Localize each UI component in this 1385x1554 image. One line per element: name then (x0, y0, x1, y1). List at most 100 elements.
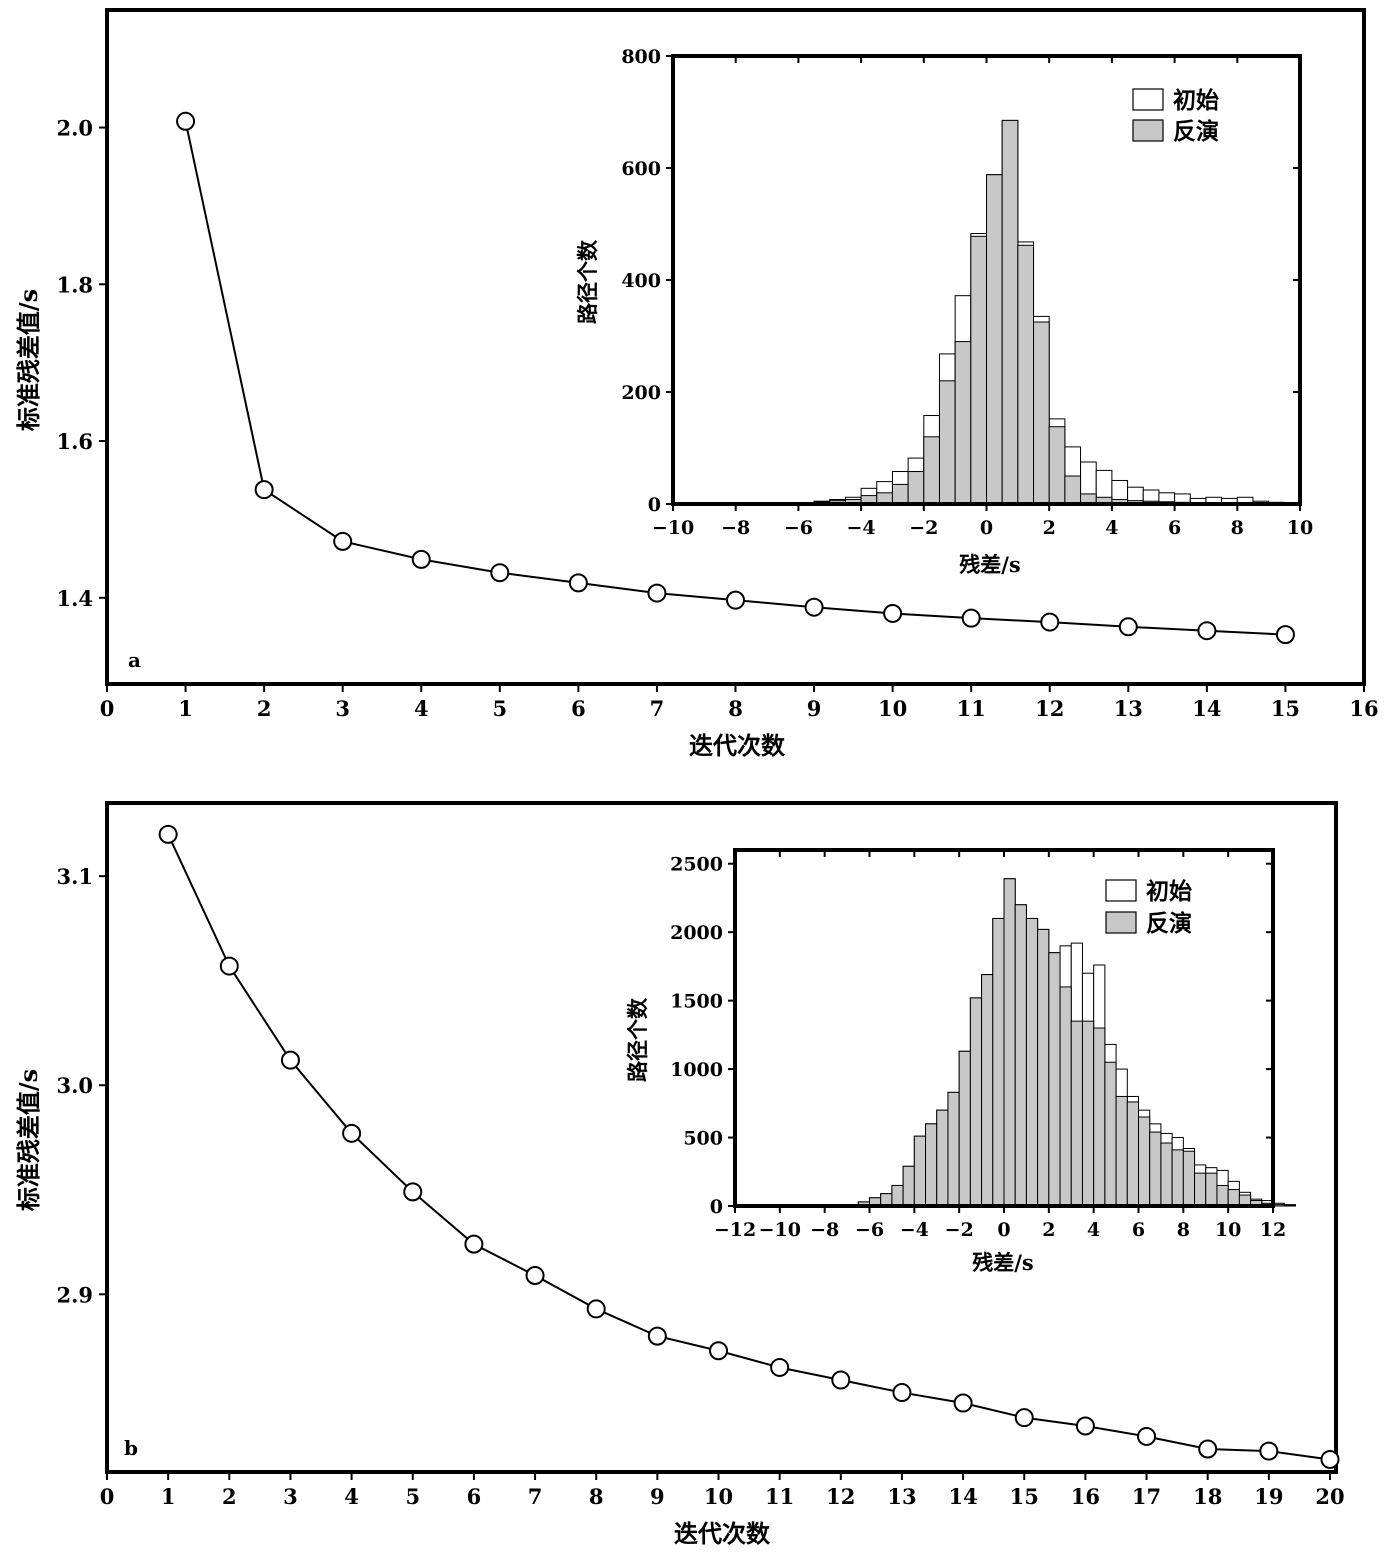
legend-label-inverted: 反演 (1173, 118, 1219, 145)
inset-x-tick-label: −2 (909, 517, 938, 539)
data-point (158, 824, 178, 844)
x-tick-label: 10 (878, 696, 907, 721)
bar-inverted (1194, 1172, 1207, 1207)
panel-b-label: b (124, 1436, 138, 1460)
bar-inverted (1081, 1020, 1095, 1207)
inset-y-tick-label: 0 (710, 1196, 723, 1218)
x-tick-label: 8 (589, 1484, 604, 1509)
inset-y-tick-label: 1000 (670, 1059, 723, 1081)
x-tick-label: 17 (1132, 1484, 1161, 1509)
x-tick-label: 14 (948, 1484, 977, 1509)
inset-x-tick-label: 10 (1215, 1219, 1241, 1241)
data-point (525, 1265, 545, 1285)
data-point (586, 1299, 606, 1319)
bar-inverted (1003, 878, 1016, 1207)
x-tick-label: 4 (414, 696, 429, 721)
x-tick-label: 5 (493, 696, 508, 721)
x-tick-label: 7 (528, 1484, 543, 1509)
inset-a-xticks: −10 −8 −6 −4 −2 0 2 4 6 8 10 (652, 56, 1313, 539)
inset-x-tick-label: −6 (784, 517, 813, 539)
bar-inverted (923, 436, 940, 505)
panel-a-inset: −10 −8 −6 −4 −2 0 2 4 6 8 10 0 200 400 600 800 残差/s 路径… (575, 46, 1313, 577)
data-point (831, 1370, 851, 1390)
inset-b-xlabel: 残差/s (972, 1250, 1034, 1275)
inset-b-ylabel: 路径个数 (625, 997, 650, 1082)
panel-b-xticks: 0 1 2 3 4 5 6 7 8 9 10 11 12 13 14 15 16 17 18 19 20 (100, 1472, 1345, 1509)
panel-b: 0 1 2 3 4 5 6 7 8 9 10 11 12 13 14 15 16 17 18 19 20 2.93.03… (14, 801, 1345, 1548)
x-tick-label: 15 (1271, 696, 1300, 721)
bar-inverted (1171, 1149, 1184, 1207)
inset-b-yticks: 0 500 1000 1500 2000 2500 (670, 854, 1273, 1218)
inset-y-tick-label: 600 (621, 158, 661, 180)
inset-x-tick-label: −12 (714, 1219, 756, 1241)
inset-a-xlabel: 残差/s (959, 552, 1021, 577)
data-point (647, 583, 667, 603)
bar-inverted (1025, 917, 1039, 1207)
x-tick-label: 4 (344, 1484, 359, 1509)
data-point (1014, 1408, 1034, 1428)
inset-x-tick-label: −4 (847, 517, 876, 539)
inset-x-tick-label: 8 (1231, 517, 1244, 539)
inset-x-tick-label: −2 (945, 1219, 974, 1241)
x-tick-label: 16 (1349, 696, 1378, 721)
y-tick-label: 2.0 (56, 116, 93, 141)
bar-inverted (981, 974, 994, 1207)
bar-inverted (1216, 1184, 1229, 1207)
bar-inverted (1017, 244, 1035, 505)
bar-inverted (891, 1184, 904, 1207)
x-tick-label: 7 (650, 696, 665, 721)
data-point (804, 597, 824, 617)
panel-a-label: a (128, 648, 141, 672)
inset-x-tick-label: −10 (652, 517, 694, 539)
inset-y-tick-label: 500 (683, 1128, 723, 1150)
panel-a-xticks: 0 1 2 3 4 5 6 7 8 9 10 11 12 13 14 15 16 (100, 684, 1379, 721)
x-tick-label: 2 (257, 696, 272, 721)
y-tick-label: 3.0 (56, 1073, 93, 1098)
data-point (892, 1383, 912, 1403)
bar-inverted (1115, 1095, 1128, 1207)
bar-inverted (913, 1135, 927, 1207)
inset-a-legend: 初始 反演 (1132, 87, 1219, 145)
bar-inverted (1160, 1142, 1173, 1207)
x-tick-label: 15 (1010, 1484, 1039, 1509)
y-tick-label: 3.1 (56, 864, 93, 889)
x-tick-label: 0 (100, 1484, 115, 1509)
data-point (1075, 1416, 1095, 1436)
bar-inverted (1093, 1027, 1106, 1207)
data-point (961, 608, 981, 628)
data-point (342, 1123, 362, 1143)
bar-inverted (1205, 1172, 1218, 1207)
data-point (1137, 1426, 1157, 1446)
inset-x-tick-label: 10 (1287, 517, 1313, 539)
bar-inverted (1070, 1020, 1083, 1207)
x-tick-label: 3 (335, 696, 350, 721)
bar-inverted (958, 1050, 971, 1207)
bar-inverted (1033, 321, 1050, 505)
inset-x-tick-label: 8 (1177, 1219, 1190, 1241)
data-point (280, 1050, 300, 1070)
bar-inverted (1126, 1101, 1139, 1207)
x-tick-label: 10 (704, 1484, 733, 1509)
inset-x-tick-label: −8 (810, 1219, 839, 1241)
inset-x-tick-label: 12 (1260, 1219, 1286, 1241)
inset-y-tick-label: 2500 (670, 854, 723, 876)
panel-a-series (176, 111, 1295, 645)
data-point (403, 1182, 423, 1202)
y-tick-label: 2.9 (56, 1282, 93, 1307)
x-tick-label: 14 (1192, 696, 1221, 721)
bar-inverted (907, 471, 925, 505)
x-tick-label: 3 (283, 1484, 298, 1509)
inset-a-yticks: 0 200 400 600 800 (621, 46, 1300, 516)
legend-label-inverted: 反演 (1146, 910, 1192, 937)
bar-inverted (1138, 1116, 1151, 1207)
bar-inverted (1104, 1061, 1117, 1207)
inset-x-tick-label: −4 (900, 1219, 929, 1241)
data-point (1197, 621, 1217, 641)
data-point (1040, 612, 1060, 632)
bar-inverted (1182, 1150, 1196, 1207)
x-tick-label: 1 (161, 1484, 176, 1509)
x-tick-label: 6 (467, 1484, 482, 1509)
bar-inverted (970, 235, 988, 505)
inset-x-tick-label: 4 (1087, 1219, 1100, 1241)
